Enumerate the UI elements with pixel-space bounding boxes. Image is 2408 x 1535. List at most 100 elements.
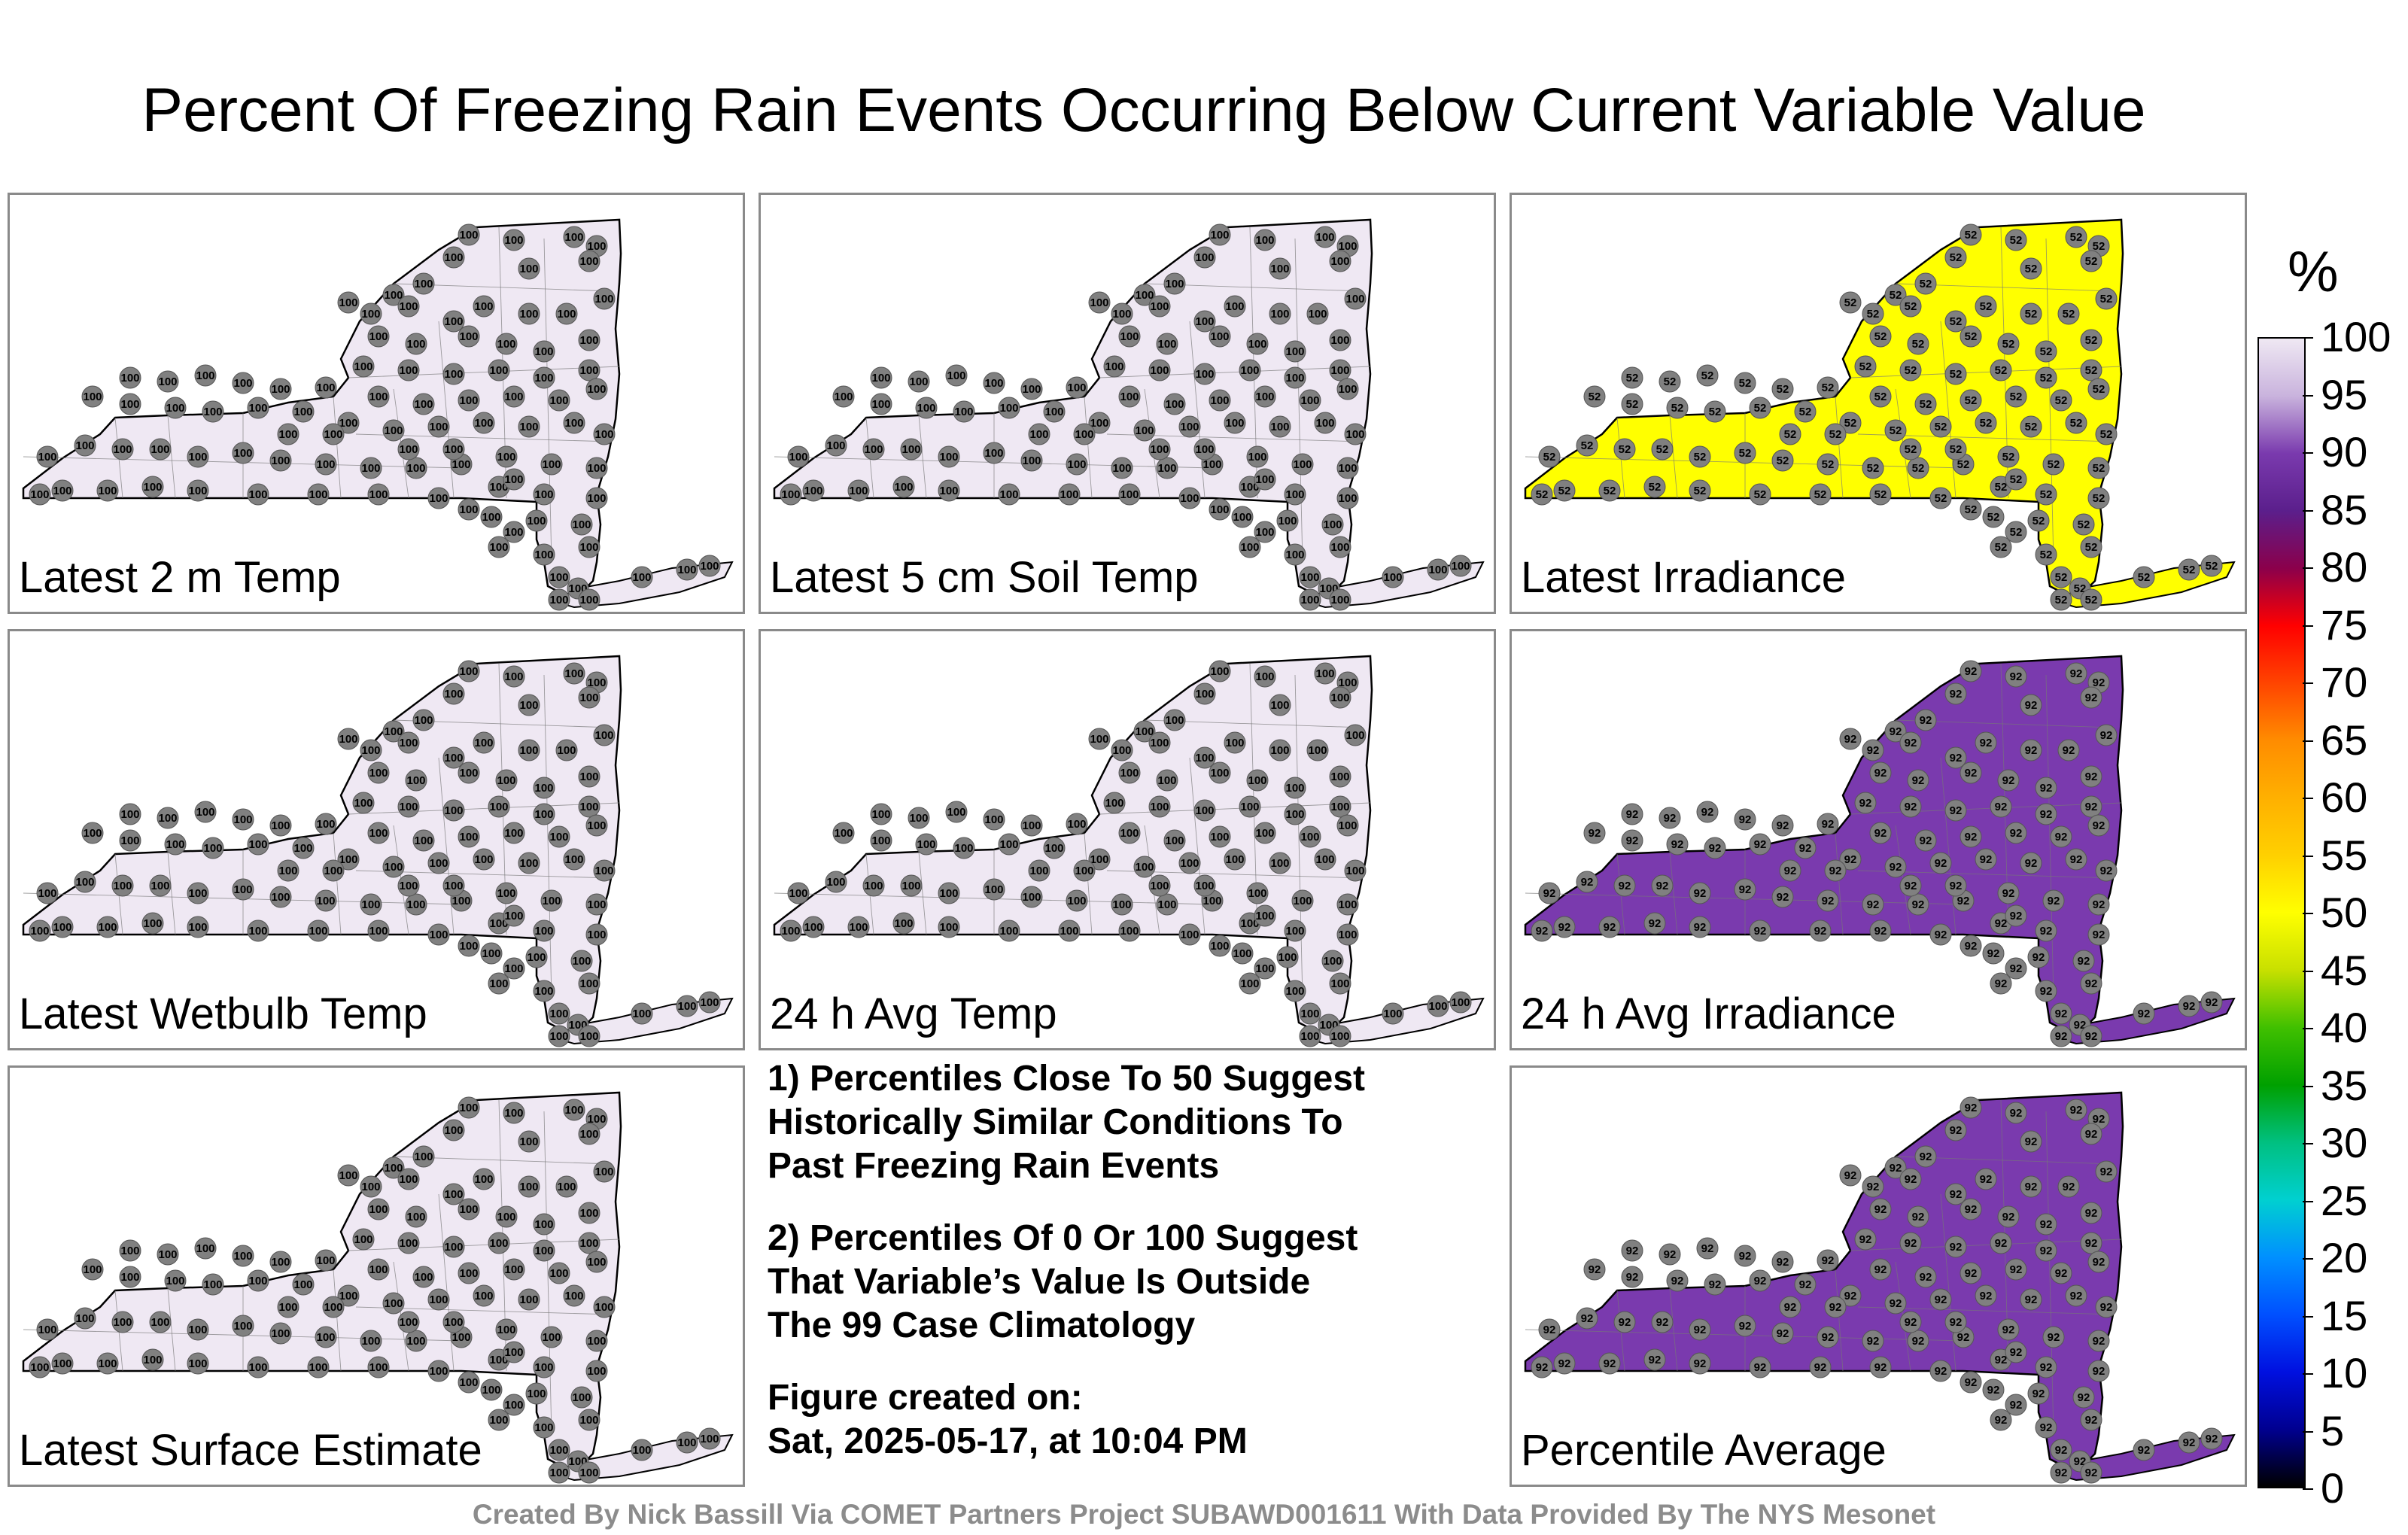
station-marker: 100 xyxy=(187,916,209,938)
station-marker: 92 xyxy=(1817,889,1839,912)
station-value: 100 xyxy=(579,334,598,347)
station-marker: 100 xyxy=(495,333,518,355)
station-marker: 100 xyxy=(119,1239,141,1262)
station-marker: 52 xyxy=(2020,302,2042,325)
station-value: 100 xyxy=(579,364,598,377)
station-dot xyxy=(1899,1232,1922,1254)
station-marker: 92 xyxy=(1990,795,2012,818)
station-dot xyxy=(1960,389,1982,412)
station-dot xyxy=(593,287,616,310)
station-dot xyxy=(1306,739,1329,761)
station-value: 100 xyxy=(909,375,928,388)
station-value: 100 xyxy=(354,360,372,373)
station-value: 92 xyxy=(2010,670,2023,683)
station-value: 100 xyxy=(519,263,538,275)
station-marker: 100 xyxy=(119,803,141,825)
station-dot xyxy=(1066,813,1088,835)
station-value: 52 xyxy=(1867,308,1880,321)
station-dot xyxy=(533,1213,555,1236)
station-marker: 100 xyxy=(322,859,345,882)
station-dot xyxy=(1284,777,1306,799)
station-marker: 92 xyxy=(2035,919,2057,942)
station-value: 100 xyxy=(1195,251,1214,264)
station-value: 52 xyxy=(1664,375,1677,388)
station-marker: 100 xyxy=(832,385,855,408)
station-value: 92 xyxy=(1543,1324,1556,1336)
station-marker: 100 xyxy=(533,483,555,506)
station-dot xyxy=(1771,814,1794,837)
station-value: 52 xyxy=(2040,488,2053,501)
station-dot xyxy=(277,859,299,882)
station-value: 100 xyxy=(1195,752,1214,764)
station-marker: 100 xyxy=(1178,923,1201,946)
station-marker: 100 xyxy=(1088,291,1111,314)
station-marker: 100 xyxy=(232,1315,254,1337)
station-marker: 92 xyxy=(2080,1025,2102,1047)
station-marker: 92 xyxy=(1734,1245,1756,1267)
station-dot xyxy=(202,837,224,859)
station-marker: 100 xyxy=(202,1273,224,1296)
station-dot xyxy=(1449,555,1472,577)
station-dot xyxy=(2035,483,2057,506)
station-marker: 100 xyxy=(412,1145,435,1168)
station-value: 100 xyxy=(489,364,508,377)
station-dot xyxy=(1960,761,1982,784)
station-dot xyxy=(360,893,382,916)
station-dot xyxy=(247,833,269,856)
station-marker: 92 xyxy=(2050,1439,2072,1461)
station-value: 92 xyxy=(1822,1254,1835,1267)
station-dot xyxy=(1734,372,1756,394)
station-marker: 100 xyxy=(825,434,847,457)
station-marker: 100 xyxy=(322,423,345,445)
station-marker: 100 xyxy=(157,370,179,393)
station-marker: 100 xyxy=(631,1002,653,1025)
station-marker: 100 xyxy=(458,1198,480,1220)
station-dot xyxy=(1666,833,1689,856)
station-value: 100 xyxy=(1323,518,1342,531)
station-dot xyxy=(1734,878,1756,901)
station-marker: 100 xyxy=(1163,272,1186,295)
station-marker: 100 xyxy=(585,1330,608,1352)
station-dot xyxy=(1193,246,1216,269)
station-marker: 52 xyxy=(1734,442,1756,464)
station-marker: 52 xyxy=(2178,558,2200,581)
station-marker: 100 xyxy=(518,415,540,438)
station-dot xyxy=(1982,506,2005,528)
station-value: 92 xyxy=(1649,1354,1662,1366)
station-value: 100 xyxy=(429,1365,448,1378)
station-dot xyxy=(1224,848,1246,871)
station-dot xyxy=(1329,329,1351,351)
station-value: 92 xyxy=(1950,752,1963,764)
station-value: 92 xyxy=(2085,801,2098,813)
station-dot xyxy=(1997,1318,2020,1341)
station-value: 92 xyxy=(2055,1267,2068,1280)
map-panel-24h-temp: 100 100 100 100 100 100 100 100 100 100 100 100 100 1… xyxy=(759,629,1496,1050)
station-dot xyxy=(1944,1183,1967,1205)
station-value: 100 xyxy=(954,842,973,855)
station-value: 100 xyxy=(549,1030,568,1043)
station-dot xyxy=(593,724,616,746)
station-value: 100 xyxy=(1120,391,1139,403)
station-marker: 100 xyxy=(1254,521,1276,543)
station-dot xyxy=(1598,1352,1621,1375)
station-marker: 100 xyxy=(442,246,465,269)
station-value: 100 xyxy=(1285,985,1304,998)
station-value: 92 xyxy=(1950,1316,1963,1329)
map-panel-surface-estimate: 100 100 100 100 100 100 100 100 100 100 100 100 100 1… xyxy=(8,1065,745,1487)
station-marker: 92 xyxy=(1907,1205,1929,1228)
map-panel-2m-temp: 100 100 100 100 100 100 100 100 100 100 100 100 100 1… xyxy=(8,193,745,614)
station-value: 52 xyxy=(1739,377,1752,390)
station-marker: 100 xyxy=(292,1273,315,1296)
station-value: 52 xyxy=(2070,417,2083,430)
station-dot xyxy=(578,972,600,995)
station-dot xyxy=(548,1439,570,1461)
station-marker: 100 xyxy=(585,893,608,916)
station-value: 100 xyxy=(399,880,418,892)
station-marker: 52 xyxy=(1929,487,1952,509)
station-value: 52 xyxy=(1694,451,1707,464)
station-dot xyxy=(518,739,540,761)
station-marker: 100 xyxy=(563,226,585,248)
station-dot xyxy=(983,808,1005,831)
station-value: 52 xyxy=(2070,231,2083,244)
station-value: 92 xyxy=(1694,1324,1707,1336)
